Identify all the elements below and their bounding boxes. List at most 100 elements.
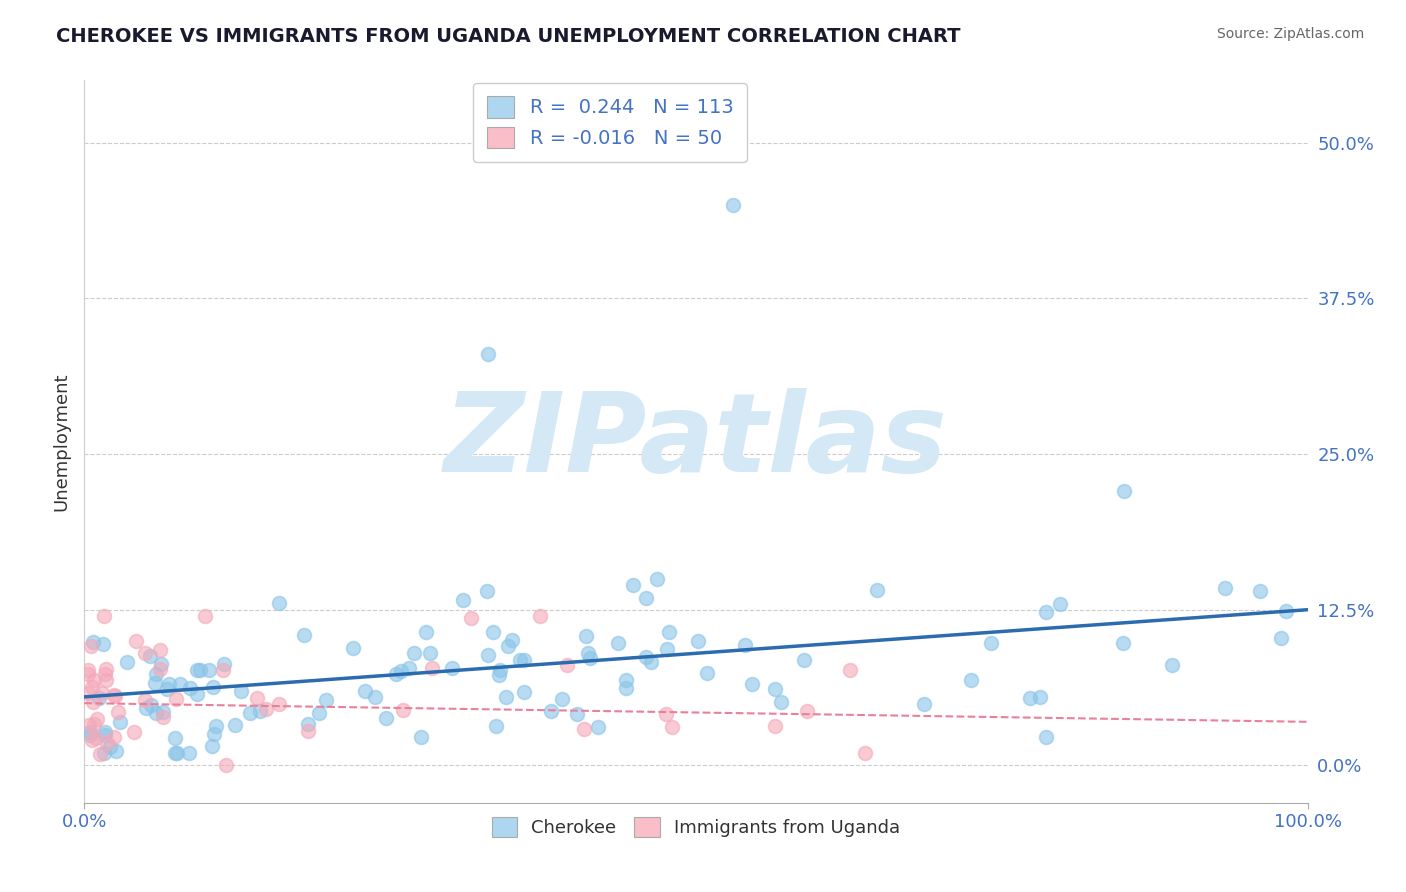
Point — [415, 625, 437, 640]
Point — [769, 695, 792, 709]
Point — [489, 663, 512, 677]
Point — [292, 628, 315, 642]
Point — [297, 716, 319, 731]
Point — [231, 684, 253, 698]
Point — [308, 706, 330, 720]
Point — [249, 704, 271, 718]
Point — [763, 719, 786, 733]
Point — [82, 695, 104, 709]
Point — [661, 720, 683, 734]
Text: Source: ZipAtlas.com: Source: ZipAtlas.com — [1216, 27, 1364, 41]
Point — [540, 704, 562, 718]
Point — [87, 690, 110, 705]
Point — [83, 717, 105, 731]
Point — [696, 666, 718, 681]
Point — [838, 663, 860, 677]
Point — [110, 714, 132, 729]
Point — [960, 673, 983, 687]
Point — [93, 609, 115, 624]
Point — [385, 666, 408, 681]
Point — [297, 724, 319, 739]
Point — [419, 646, 441, 660]
Point — [741, 677, 763, 691]
Point — [201, 739, 224, 753]
Point — [636, 591, 658, 605]
Point — [391, 703, 413, 717]
Point — [145, 706, 167, 721]
Point — [1029, 690, 1052, 705]
Point — [477, 648, 499, 662]
Point — [607, 636, 630, 650]
Point — [135, 701, 157, 715]
Point — [1249, 584, 1271, 599]
Point — [163, 731, 186, 746]
Point — [721, 198, 744, 212]
Point — [254, 701, 277, 715]
Point — [614, 681, 637, 695]
Point — [149, 657, 172, 671]
Point — [82, 733, 104, 747]
Point — [246, 691, 269, 706]
Point — [212, 663, 235, 677]
Point — [614, 673, 637, 687]
Point — [495, 690, 517, 704]
Point — [1270, 632, 1292, 646]
Point — [166, 746, 188, 760]
Point — [1018, 691, 1040, 706]
Point — [267, 697, 290, 711]
Point — [451, 593, 474, 607]
Point — [91, 686, 114, 700]
Point — [621, 578, 644, 592]
Point — [91, 637, 114, 651]
Point — [315, 693, 337, 707]
Point — [574, 629, 596, 643]
Point — [658, 625, 681, 640]
Point — [734, 639, 756, 653]
Point — [122, 724, 145, 739]
Point — [82, 635, 104, 649]
Point — [409, 731, 432, 745]
Point — [1035, 730, 1057, 744]
Point — [177, 746, 200, 760]
Point — [529, 609, 551, 624]
Point — [389, 665, 412, 679]
Point — [688, 633, 710, 648]
Point — [79, 724, 101, 739]
Point — [134, 692, 156, 706]
Point — [420, 661, 443, 675]
Point — [93, 724, 115, 739]
Point — [201, 680, 224, 694]
Point — [186, 663, 208, 677]
Point — [141, 698, 163, 712]
Point — [1114, 484, 1136, 499]
Point — [375, 711, 398, 725]
Point — [148, 643, 170, 657]
Point — [84, 731, 107, 746]
Point — [198, 663, 221, 677]
Point — [94, 729, 117, 743]
Point — [98, 739, 121, 754]
Point — [576, 646, 599, 660]
Point — [513, 653, 536, 667]
Point — [104, 689, 127, 703]
Point — [134, 646, 156, 660]
Point — [86, 712, 108, 726]
Point — [152, 710, 174, 724]
Point — [107, 705, 129, 719]
Point — [77, 686, 100, 700]
Point — [163, 746, 186, 760]
Point — [980, 636, 1002, 650]
Point — [96, 736, 118, 750]
Point — [94, 673, 117, 688]
Point — [93, 746, 115, 760]
Point — [796, 704, 818, 718]
Point — [157, 676, 180, 690]
Point — [152, 705, 174, 719]
Point — [83, 673, 105, 687]
Point — [485, 719, 508, 733]
Point — [139, 648, 162, 663]
Point — [354, 684, 377, 698]
Point — [460, 611, 482, 625]
Point — [212, 657, 235, 671]
Point — [655, 641, 678, 656]
